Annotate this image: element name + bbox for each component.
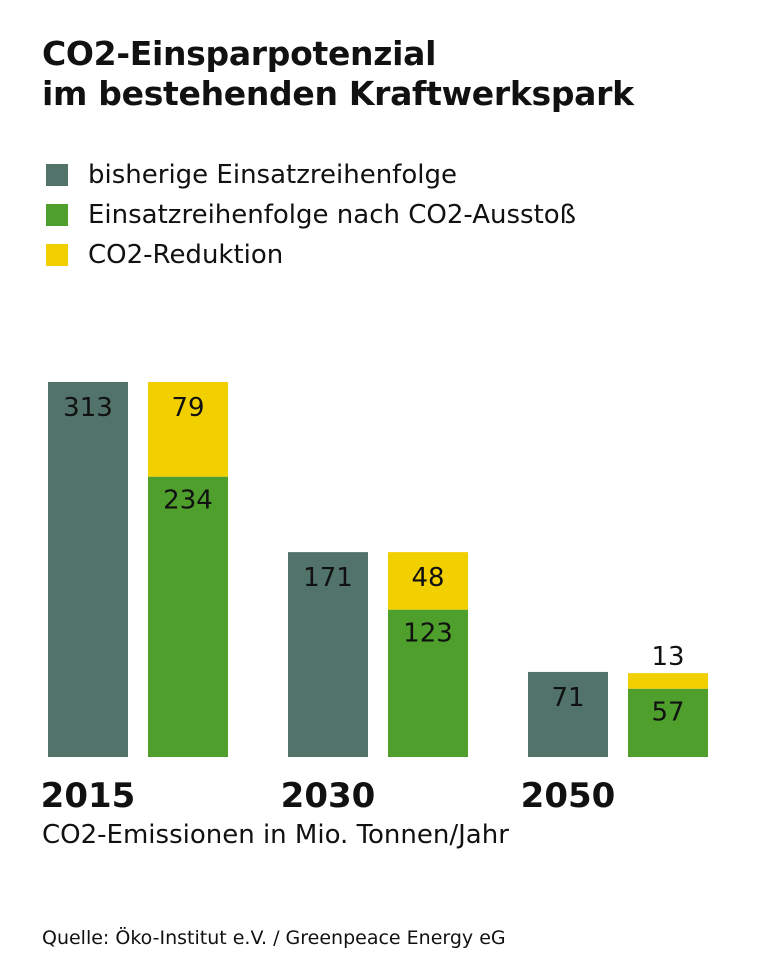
title-line-2: im bestehenden Kraftwerkspark [42,74,634,113]
data-label: 48 [411,563,444,593]
source-note: Quelle: Öko-Institut e.V. / Greenpeace E… [42,927,506,949]
x-tick-label: 2050 [521,776,616,816]
bar-2030-co2-reihenfolge [388,609,468,757]
legend-swatch [46,204,68,226]
data-label: 13 [651,642,684,672]
x-tick-label: 2030 [281,776,376,816]
title-line-1: CO2-Einsparpotenzial [42,34,437,73]
x-tick-label: 2015 [41,776,136,816]
bar-2015-bisherige [48,382,128,757]
bar-2050-reduktion [628,673,708,689]
legend-label: CO2-Reduktion [88,240,284,270]
legend-label: bisherige Einsatzreihenfolge [88,160,457,190]
data-label: 313 [63,393,113,423]
bar-2050-bisherige [528,671,608,757]
chart-title: CO2-Einsparpotenzial im bestehenden Kraft… [42,34,634,114]
legend-item: CO2-Reduktion [46,235,576,275]
bar-2050-co2-reihenfolge [628,688,708,757]
data-label: 234 [163,486,213,516]
legend-swatch [46,164,68,186]
data-label: 71 [551,683,584,713]
bar-2015-reduktion [148,382,228,477]
legend-item: Einsatzreihenfolge nach CO2-Ausstoß [46,195,576,235]
data-label: 171 [303,563,353,593]
legend-item: bisherige Einsatzreihenfolge [46,155,576,195]
legend: bisherige Einsatzreihenfolge Einsatzreih… [46,155,576,275]
data-label: 123 [403,619,453,649]
bar-2030-reduktion [388,552,468,610]
data-label: 79 [171,393,204,423]
data-label: 57 [651,698,684,728]
bar-2030-bisherige [288,552,368,757]
bar-2015-co2-reihenfolge [148,476,228,757]
legend-label: Einsatzreihenfolge nach CO2-Ausstoß [88,200,577,230]
x-axis-label: CO2-Emissionen in Mio. Tonnen/Jahr [42,820,509,850]
legend-swatch [46,244,68,266]
